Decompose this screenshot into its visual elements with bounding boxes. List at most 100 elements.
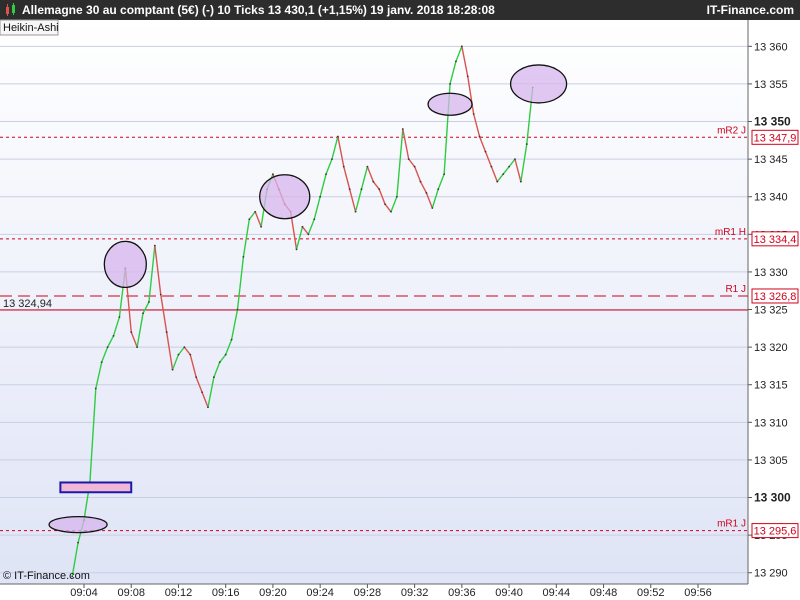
- price-segment: [248, 211, 256, 220]
- price-segment: [154, 244, 162, 296]
- price-segment: [136, 312, 144, 348]
- price-segment: [372, 180, 380, 190]
- price-segment: [165, 331, 174, 371]
- price-point: [165, 331, 168, 333]
- price-point: [384, 203, 386, 206]
- price-point: [425, 192, 428, 194]
- price-point: [212, 376, 215, 379]
- price-segment: [189, 353, 197, 378]
- price-segment: [455, 45, 463, 63]
- indicator-label-box: [0, 19, 59, 36]
- price-point: [431, 207, 434, 209]
- price-point: [130, 331, 133, 333]
- price-point: [248, 218, 251, 221]
- level-value-label: 13 295,6: [754, 526, 797, 538]
- price-segment: [295, 226, 304, 251]
- price-segment: [195, 376, 203, 393]
- price-point: [443, 173, 446, 176]
- price-point: [449, 83, 451, 85]
- x-tick-label: 09:12: [165, 587, 193, 599]
- highlight-rectangle: [59, 481, 133, 494]
- price-point: [514, 158, 516, 161]
- price-point: [496, 180, 499, 183]
- price-segment: [171, 353, 180, 371]
- price-segment: [224, 338, 233, 356]
- x-tick-label: 09:40: [495, 587, 523, 599]
- price-segment: [384, 203, 392, 213]
- price-point: [348, 188, 351, 191]
- watermark-label: © IT-Finance.com: [3, 570, 90, 582]
- x-tick-label: 09:36: [448, 587, 476, 599]
- price-point: [136, 346, 139, 349]
- price-point: [455, 60, 457, 63]
- price-segment: [354, 188, 363, 213]
- price-point: [301, 225, 304, 228]
- level-name-label: mR1 J: [717, 519, 746, 530]
- price-point: [201, 391, 203, 394]
- price-segment: [360, 165, 369, 190]
- price-segment: [301, 226, 310, 236]
- y-tick-label: 13 340: [754, 192, 788, 204]
- level-value-label: 13 334,4: [754, 234, 797, 246]
- price-segment: [130, 331, 138, 348]
- price-segment: [396, 128, 404, 198]
- price-point: [519, 180, 522, 183]
- price-point: [272, 173, 274, 176]
- level-name-label: mR2 J: [717, 125, 746, 136]
- price-point: [472, 113, 475, 115]
- price-segment: [431, 188, 439, 209]
- y-tick-label: 13 315: [754, 380, 788, 392]
- price-segment: [348, 188, 357, 213]
- price-segment: [177, 346, 186, 356]
- x-tick-label: 09:16: [212, 587, 240, 599]
- price-point: [94, 387, 97, 390]
- y-tick-label: 13 345: [754, 154, 788, 166]
- price-point: [242, 255, 245, 258]
- price-point: [171, 368, 174, 371]
- price-segment: [313, 196, 321, 220]
- price-point: [148, 301, 150, 303]
- price-segment: [242, 218, 251, 258]
- level-value-label: 13 326,8: [754, 291, 797, 303]
- price-segment: [502, 165, 510, 175]
- price-point: [378, 188, 381, 191]
- header-bar: Allemagne 30 au comptant (5€) (-) 10 Tic…: [0, 0, 800, 20]
- level-value-box: [751, 231, 799, 247]
- price-segment: [413, 165, 422, 183]
- price-point: [195, 376, 198, 379]
- y-tick-label: 13 330: [754, 267, 788, 279]
- price-point: [401, 128, 404, 130]
- level-price-label: 13 324,94: [3, 298, 52, 310]
- x-tick-label: 09:48: [590, 587, 618, 599]
- x-tick-label: 09:08: [117, 587, 145, 599]
- price-point: [390, 210, 392, 213]
- price-point: [254, 210, 257, 213]
- price-segment: [337, 135, 345, 168]
- price-segment: [425, 192, 434, 209]
- level-name-label: R1 J: [725, 284, 746, 295]
- price-segment: [89, 387, 97, 484]
- price-point: [142, 312, 144, 315]
- y-tick-label: 13 320: [754, 342, 788, 354]
- price-segment: [467, 75, 475, 115]
- price-segment: [325, 158, 333, 175]
- price-segment: [378, 188, 386, 205]
- y-axis-panel: [748, 20, 800, 600]
- price-point: [236, 308, 239, 311]
- price-point: [295, 248, 298, 251]
- price-point: [106, 346, 109, 349]
- price-point: [407, 158, 410, 161]
- x-tick-label: 09:44: [543, 587, 571, 599]
- level-value-box: [751, 523, 799, 539]
- highlight-ellipse: [48, 515, 108, 534]
- price-point: [466, 75, 469, 78]
- price-segment: [514, 158, 522, 183]
- highlight-ellipse: [103, 240, 147, 289]
- price-point: [307, 233, 310, 236]
- price-point: [313, 218, 316, 221]
- price-segment: [461, 45, 469, 78]
- price-segment: [331, 135, 339, 160]
- price-segment: [95, 361, 103, 390]
